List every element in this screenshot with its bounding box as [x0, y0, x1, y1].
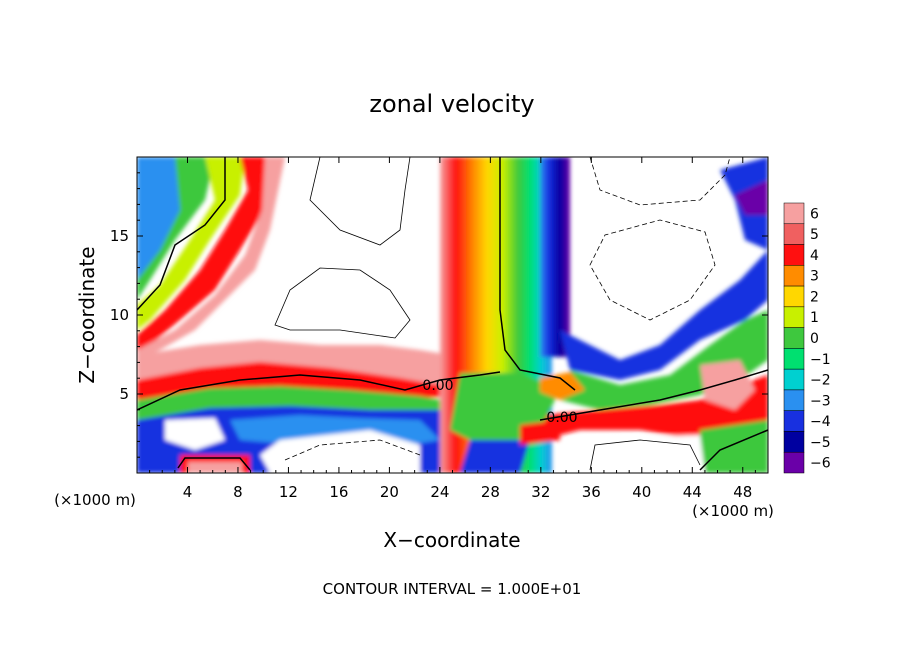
y-tick-label: 5 — [119, 385, 129, 403]
x-axis: 4 8 12 16 20 24 28 32 36 40 44 48 — [149, 157, 756, 501]
colorbar-label: 1 — [810, 310, 819, 326]
y-axis-label: Z−coordinate — [75, 246, 99, 383]
contour-interval-footer: CONTOUR INTERVAL = 1.000E+01 — [323, 580, 582, 598]
x-unit-left: (×1000 m) — [54, 491, 136, 509]
right-negative-arc — [560, 250, 768, 380]
x-tick-label: 32 — [531, 483, 550, 501]
positive-contour-1 — [309, 157, 411, 246]
colorbar-swatch — [783, 244, 805, 266]
lower-right-green — [700, 420, 768, 473]
colorbar-swatch — [783, 223, 805, 245]
negative-band — [540, 157, 570, 357]
colorbar: 6 5 4 3 2 1 0 −1 −2 −3 −4 −5 −6 — [783, 202, 831, 474]
y-tick-label: 10 — [110, 306, 129, 324]
x-tick-label: 36 — [582, 483, 601, 501]
x-axis-label: X−coordinate — [383, 528, 520, 552]
negative-contour-2 — [589, 219, 716, 321]
negative-contour-1 — [589, 157, 731, 206]
colorbar-label: −6 — [810, 456, 831, 472]
zero-contour-plume — [499, 157, 576, 391]
zero-contour-shear — [137, 371, 501, 411]
colorbar-swatch — [783, 348, 805, 370]
colorbar-label: −3 — [810, 393, 831, 409]
y-axis: 5 10 15 — [110, 172, 768, 458]
colorbar-label: 5 — [810, 227, 819, 243]
positive-contour-3 — [589, 439, 701, 471]
colorbar-label: 2 — [810, 289, 819, 305]
negative-contour-3 — [284, 439, 421, 461]
left-red-band — [137, 157, 280, 350]
zero-contour-right — [539, 369, 768, 421]
x-tick-label: 48 — [733, 483, 752, 501]
colorbar-label: −4 — [810, 414, 831, 430]
zero-contour-left — [137, 157, 226, 311]
colorbar-swatch — [783, 451, 805, 474]
colorbar-label: −1 — [810, 352, 831, 368]
x-tick-label: 4 — [183, 483, 193, 501]
x-tick-label: 40 — [632, 483, 651, 501]
chart-title: zonal velocity — [369, 90, 534, 118]
center-yellow-spot — [540, 372, 585, 400]
zero-contour-lowright — [699, 429, 768, 471]
colorbar-swatch — [783, 202, 805, 225]
plot-field: 0.00 0.00 — [137, 157, 768, 473]
shear-red — [137, 362, 470, 400]
y-tick-label: 15 — [110, 227, 129, 245]
center-low-red — [520, 420, 560, 445]
colorbar-label: 4 — [810, 248, 819, 264]
zero-contour-lowleft — [177, 457, 251, 471]
colorbar-swatch — [783, 368, 805, 391]
colorbar-swatch — [783, 431, 805, 453]
lower-left-white-2 — [260, 430, 420, 473]
colorbar-swatch — [783, 327, 805, 349]
x-tick-label: 20 — [380, 483, 399, 501]
colorbar-label: −2 — [810, 373, 831, 389]
contour-label-2: 0.00 — [546, 410, 577, 426]
left-pink-band — [137, 157, 285, 360]
colorbar-swatch — [783, 265, 805, 287]
x-tick-label: 12 — [279, 483, 298, 501]
x-tick-label: 8 — [233, 483, 243, 501]
left-green-band — [137, 157, 215, 300]
lower-left-pink-patch — [188, 462, 242, 473]
contour-label-1: 0.00 — [422, 378, 453, 394]
colorbar-label: −5 — [810, 435, 831, 451]
x-tick-label: 44 — [683, 483, 702, 501]
x-tick-label: 16 — [329, 483, 348, 501]
colorbar-label: 0 — [810, 331, 819, 347]
right-red-arc — [540, 375, 768, 440]
colorbar-label: 6 — [810, 206, 819, 222]
upper-right-purple — [735, 180, 768, 215]
colorbar-swatch — [783, 389, 805, 411]
contour-lines — [137, 157, 768, 471]
right-pink-patch — [700, 360, 755, 410]
left-yellow-band — [137, 157, 245, 330]
positive-contour-2 — [274, 267, 411, 339]
colorbar-swatch — [783, 410, 805, 432]
lower-left-white — [165, 418, 225, 450]
colorbar-swatch — [783, 285, 805, 308]
colorbar-label: 3 — [810, 269, 819, 285]
center-low-blue — [460, 440, 530, 473]
x-tick-label: 24 — [430, 483, 449, 501]
colorbar-swatch — [783, 306, 805, 328]
x-unit-right: (×1000 m) — [692, 502, 774, 520]
shear-pink — [137, 340, 470, 385]
x-tick-label: 28 — [481, 483, 500, 501]
